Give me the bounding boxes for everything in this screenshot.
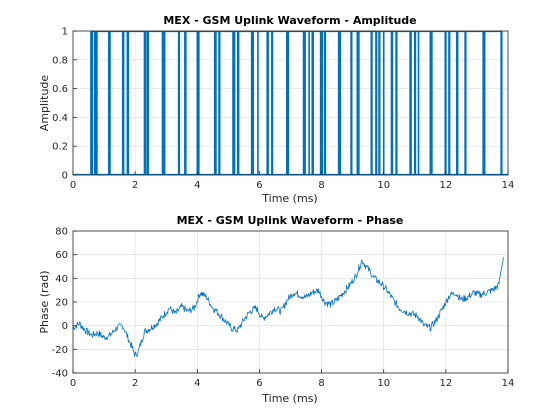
- phase-series-line: [72, 257, 504, 357]
- x-tick-label: 6: [256, 378, 262, 389]
- x-tick-label: 10: [377, 378, 390, 389]
- phase-subplot: MEX - GSM Uplink Waveform - Phase 0 2 4 6 8 1…: [38, 214, 514, 405]
- x-tick-label: 12: [439, 378, 452, 389]
- y-tick-label: -40: [52, 369, 68, 380]
- amplitude-x-label: Time (ms): [261, 192, 317, 205]
- x-tick-label: 8: [318, 378, 324, 389]
- y-tick-label: 20: [55, 298, 68, 309]
- x-tick-label: 4: [194, 180, 200, 191]
- phase-series: [72, 257, 504, 357]
- y-tick-label: 0.4: [52, 113, 68, 124]
- phase-y-label: Phase (rad): [38, 270, 51, 333]
- y-tick-label: 60: [55, 250, 68, 261]
- y-tick-label: 0.6: [52, 84, 68, 95]
- y-tick-label: 0.8: [52, 55, 68, 66]
- x-tick-label: 10: [377, 180, 390, 191]
- x-tick-label: 6: [256, 180, 262, 191]
- y-tick-label: 1: [62, 27, 68, 38]
- x-tick-label: 4: [194, 378, 200, 389]
- phase-title: MEX - GSM Uplink Waveform - Phase: [177, 214, 404, 227]
- y-tick-label: 0: [62, 171, 68, 182]
- amplitude-grid: [72, 30, 509, 176]
- y-tick-label: 0: [62, 321, 68, 332]
- x-tick-label: 0: [70, 378, 76, 389]
- x-tick-label: 0: [70, 180, 76, 191]
- amplitude-series: [73, 30, 508, 176]
- x-tick-label: 2: [132, 378, 138, 389]
- y-tick-label: -20: [52, 345, 68, 356]
- x-tick-label: 12: [439, 180, 452, 191]
- x-tick-label: 14: [502, 378, 515, 389]
- y-tick-label: 0.2: [52, 142, 68, 153]
- amplitude-x-ticks: 0 2 4 6 8 10 12 14: [70, 171, 515, 191]
- phase-y-ticks: -40 -20 0 20 40 60 80: [52, 227, 77, 380]
- x-tick-label: 8: [318, 180, 324, 191]
- y-tick-label: 80: [55, 227, 68, 238]
- amplitude-axes-frame: [72, 30, 509, 176]
- amplitude-subplot: MEX - GSM Uplink Waveform - Amplitude 0 2…: [38, 14, 514, 205]
- amplitude-y-ticks: 0 0.2 0.4 0.6 0.8 1: [52, 27, 77, 182]
- amplitude-y-label: Amplitude: [38, 75, 51, 132]
- x-tick-label: 14: [502, 180, 515, 191]
- y-tick-label: 40: [55, 274, 68, 285]
- phase-x-label: Time (ms): [261, 392, 317, 405]
- x-tick-label: 2: [132, 180, 138, 191]
- phase-x-ticks: 0 2 4 6 8 10 12 14: [70, 369, 515, 389]
- amplitude-title: MEX - GSM Uplink Waveform - Amplitude: [163, 14, 416, 27]
